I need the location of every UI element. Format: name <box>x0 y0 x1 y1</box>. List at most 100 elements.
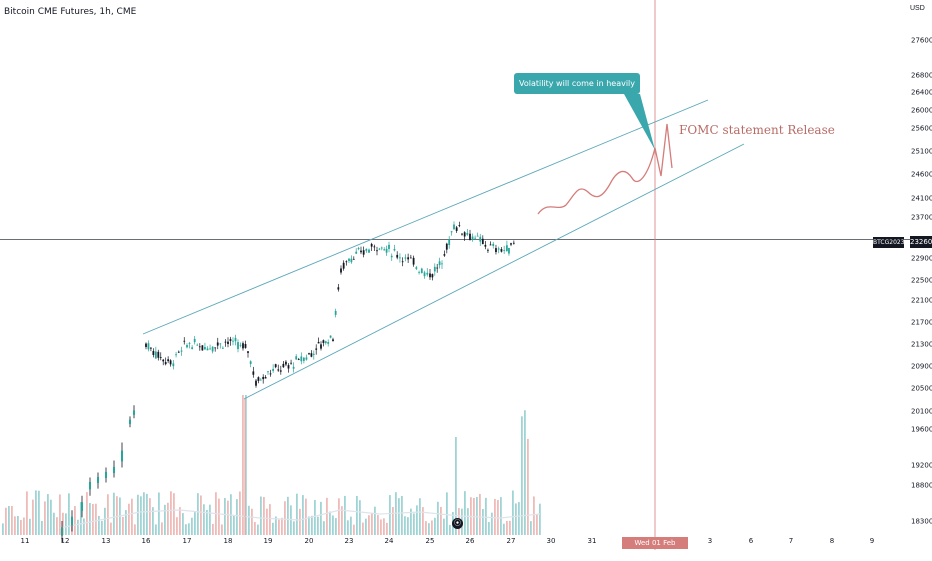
volume-bar <box>185 524 187 535</box>
price-tick-label: 26800 <box>911 72 932 80</box>
volume-bar <box>305 498 307 535</box>
volume-bar <box>287 496 289 535</box>
time-tick-label: 12 <box>61 537 70 545</box>
volume-bar <box>140 496 142 535</box>
candle-body <box>150 347 152 349</box>
volume-bar <box>161 522 163 535</box>
volume-bar <box>125 510 127 535</box>
candle-body <box>466 232 469 235</box>
volume-bar <box>413 513 415 535</box>
volume-bar <box>110 522 112 535</box>
volume-bar <box>107 494 109 535</box>
volatility-callout[interactable]: Volatility will come in heavily here <box>514 73 640 109</box>
volume-bar <box>299 508 301 535</box>
volume-bar <box>311 515 313 535</box>
candle-body <box>355 251 358 254</box>
price-axis[interactable]: 27600 26800 26400 26000 25600 25100 24600 24100… <box>911 37 932 526</box>
candle-body <box>436 267 439 269</box>
volume-bar <box>89 503 91 535</box>
price-tick-label: 18800 <box>911 482 932 490</box>
candle-body <box>329 335 332 338</box>
candle-body <box>489 244 492 246</box>
volume-bar <box>425 521 427 535</box>
volume-bar <box>44 501 46 535</box>
price-tick-label: 19200 <box>911 462 932 470</box>
candle-body <box>438 261 441 266</box>
volume-bar <box>224 498 226 535</box>
candle-body <box>469 233 471 241</box>
price-tick-label: 21300 <box>911 341 932 349</box>
projection-curve <box>537 123 673 215</box>
candle-body <box>216 342 219 346</box>
candle-body <box>508 247 510 254</box>
time-tick-label: 19 <box>264 537 273 545</box>
candle-body <box>211 346 214 352</box>
candle-body <box>186 344 188 348</box>
volume-bar <box>50 499 52 535</box>
candle-body <box>348 258 350 261</box>
candle-body <box>196 344 199 346</box>
volume-bar <box>326 497 328 535</box>
time-tick-label: 18 <box>224 537 233 545</box>
volume-bar <box>167 502 169 535</box>
time-tick-label: 31 <box>588 537 597 545</box>
time-axis[interactable]: 11 12 13 16 17 18 19 20 23 24 25 26 27 30 31 3 6 7 8 9 <box>21 537 875 545</box>
candle-body <box>157 351 160 358</box>
chart-title: Bitcoin CME Futures, 1h, CME <box>4 7 137 17</box>
volume-bar <box>335 518 337 535</box>
volume-bar <box>179 507 181 535</box>
callout-pointer <box>624 94 655 150</box>
candle-body <box>441 263 443 265</box>
candle-body <box>474 237 477 239</box>
volume-bar <box>155 524 157 535</box>
candle-body <box>162 359 165 362</box>
volume-bar <box>263 496 265 535</box>
candle-body <box>327 342 330 344</box>
candle-body <box>229 339 232 341</box>
volume-bar <box>143 492 145 535</box>
volume-bar <box>173 493 175 535</box>
volume-bar <box>98 515 100 535</box>
volume-bar <box>239 491 241 535</box>
candle-body <box>201 345 204 351</box>
candle-body <box>224 341 227 343</box>
candle-body <box>360 250 362 253</box>
volume-bar <box>521 416 523 535</box>
volume-bar <box>80 502 82 535</box>
candle-body <box>443 254 446 256</box>
volume-bar <box>404 516 406 535</box>
time-tick-label: 13 <box>102 537 111 545</box>
volume-bar <box>314 500 316 535</box>
price-tick-label: 23700 <box>911 214 932 222</box>
time-tick-label: 23 <box>345 537 354 545</box>
candle-body <box>357 247 360 249</box>
volume-bar <box>506 520 508 535</box>
candle-body <box>239 344 242 346</box>
volume-bar <box>56 517 58 535</box>
candle-body <box>401 261 404 263</box>
volume-bar <box>392 507 394 535</box>
candle-body <box>308 353 310 355</box>
candle-body <box>133 410 135 415</box>
candle-body <box>415 267 418 269</box>
volume-bar <box>206 510 208 535</box>
volume-bar <box>242 395 244 535</box>
volume-bar <box>416 505 418 535</box>
volume-bar <box>488 522 490 535</box>
candle-body <box>105 472 107 478</box>
fomc-label[interactable]: FOMC statement Release <box>679 123 835 137</box>
volume-bars <box>2 395 541 535</box>
volume-bar <box>338 498 340 535</box>
candle-body <box>463 232 466 237</box>
candle-body <box>297 359 300 360</box>
volume-bar <box>383 518 385 535</box>
price-tick-label: 18300 <box>911 518 932 526</box>
volume-bar <box>467 508 469 535</box>
candle-body <box>450 231 453 233</box>
tradingview-logo-icon[interactable]: ⦿ <box>452 518 463 529</box>
volume-bar <box>164 504 166 535</box>
volume-bar <box>332 515 334 535</box>
volume-bar <box>449 524 451 535</box>
price-tick-label: 25600 <box>911 125 932 133</box>
